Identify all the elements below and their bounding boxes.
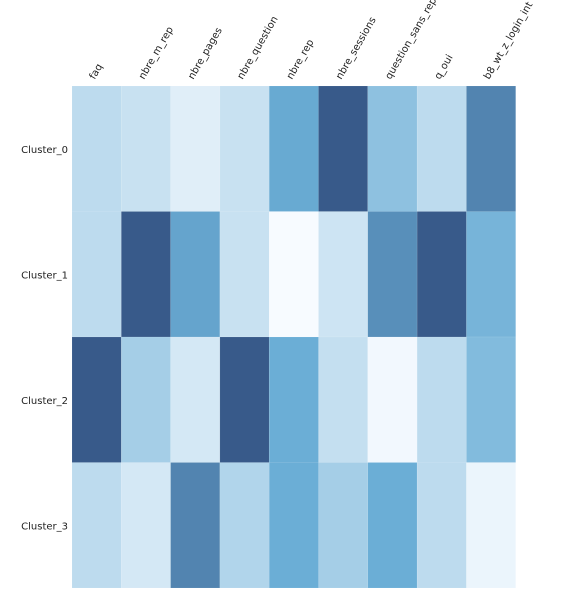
heatmap-cell-Cluster_0-nbre_m_rep xyxy=(121,85,171,212)
heatmap-cell-Cluster_1-b8_wt_z_login_int xyxy=(466,211,516,338)
heatmap-cell-Cluster_3-b8_wt_z_login_int xyxy=(466,462,516,589)
heatmap-cell-Cluster_1-nbre_question xyxy=(219,211,270,338)
heatmap-cell-Cluster_2-question_sans_rep xyxy=(367,336,418,463)
heatmap-cell-Cluster_0-nbre_question xyxy=(219,85,270,212)
heatmap-cell-Cluster_3-nbre_question xyxy=(219,462,270,589)
heatmap-cell-Cluster_2-nbre_sessions xyxy=(318,336,369,463)
heatmap-cell-Cluster_2-nbre_m_rep xyxy=(121,336,171,463)
heatmap-cell-Cluster_0-nbre_pages xyxy=(170,85,221,212)
heatmap-cell-Cluster_3-nbre_sessions xyxy=(318,462,369,589)
heatmap-cell-Cluster_1-nbre_sessions xyxy=(318,211,369,338)
heatmap-cell-Cluster_2-b8_wt_z_login_int xyxy=(466,336,516,463)
heatmap-cell-Cluster_3-nbre_m_rep xyxy=(121,462,171,589)
heatmap-cell-Cluster_1-question_sans_rep xyxy=(367,211,418,338)
column-label: nbre_m_rep xyxy=(137,25,176,81)
row-label: Cluster_0 xyxy=(21,145,68,156)
heatmap-cell-Cluster_2-nbre_rep xyxy=(268,336,319,463)
heatmap-cell-Cluster_2-faq xyxy=(71,336,122,463)
heatmap-cell-Cluster_2-nbre_question xyxy=(219,336,270,463)
column-label: nbre_sessions xyxy=(334,15,379,81)
heatmap-cell-Cluster_2-nbre_pages xyxy=(170,336,221,463)
heatmap-cell-Cluster_1-q_oui xyxy=(416,211,467,338)
heatmap-cell-Cluster_3-question_sans_rep xyxy=(367,462,418,589)
heatmap-cell-Cluster_1-nbre_m_rep xyxy=(121,211,171,338)
heatmap-cell-Cluster_0-nbre_rep xyxy=(268,85,319,212)
column-label: faq xyxy=(88,62,106,81)
heatmap-cell-Cluster_0-b8_wt_z_login_int xyxy=(466,85,516,212)
column-label: nbre_pages xyxy=(186,26,224,82)
row-label: Cluster_2 xyxy=(21,396,68,407)
heatmap-cell-Cluster_1-nbre_pages xyxy=(170,211,221,338)
heatmap-cell-Cluster_1-faq xyxy=(71,211,122,338)
heatmap-cell-Cluster_0-faq xyxy=(71,85,122,212)
column-label: q_oui xyxy=(433,53,456,82)
heatmap-cell-Cluster_0-question_sans_rep xyxy=(367,85,418,212)
heatmap-cell-Cluster_0-q_oui xyxy=(416,85,467,212)
heatmap-cell-Cluster_3-nbre_pages xyxy=(170,462,221,589)
heatmap-cells xyxy=(71,85,516,589)
row-label: Cluster_3 xyxy=(21,521,68,532)
row-label: Cluster_1 xyxy=(21,270,68,281)
heatmap-cell-Cluster_3-nbre_rep xyxy=(268,462,319,589)
column-label: nbre_question xyxy=(236,15,281,82)
heatmap-cell-Cluster_0-nbre_sessions xyxy=(318,85,369,212)
column-labels: faq nbre_m_rep nbre_pages nbre_question nbre… xyxy=(88,0,536,82)
heatmap-cell-Cluster_3-faq xyxy=(71,462,122,589)
row-labels: Cluster_0 Cluster_1 Cluster_2 Cluster_3 xyxy=(21,145,68,533)
heatmap-cell-Cluster_2-q_oui xyxy=(416,336,467,463)
heatmap-cell-Cluster_1-nbre_rep xyxy=(268,211,319,338)
column-label: b8_wt_z_login_int xyxy=(482,0,535,81)
heatmap-cell-Cluster_3-q_oui xyxy=(416,462,467,589)
column-label: question_sans_rep xyxy=(384,0,440,82)
column-label: nbre_rep xyxy=(285,38,317,82)
